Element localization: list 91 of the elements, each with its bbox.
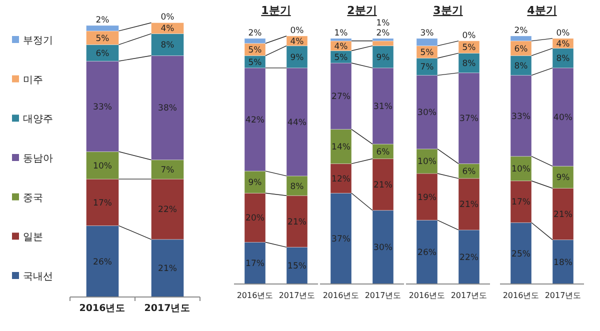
data-label: 2% (514, 26, 528, 36)
data-label: 33% (512, 112, 530, 122)
data-label: 30% (418, 108, 436, 118)
data-label: 30% (374, 243, 392, 254)
data-label: 1% (334, 28, 348, 38)
data-label: 15% (288, 262, 306, 272)
data-label: 17% (93, 198, 112, 208)
data-label: 5% (248, 45, 262, 56)
data-label: 19% (418, 192, 436, 203)
data-label: 8% (556, 54, 570, 64)
data-label: 6% (96, 48, 110, 59)
data-label: 8% (462, 58, 476, 69)
data-label: 21% (374, 180, 392, 191)
data-label: 6% (514, 44, 528, 54)
chart-title: 4분기 (527, 4, 557, 17)
data-label: 3% (420, 28, 434, 38)
data-label: 7% (420, 62, 434, 73)
data-label: 7% (160, 165, 174, 176)
x-tick-label: 2017년도 (364, 291, 402, 300)
data-label: 0% (160, 12, 174, 23)
chart-title: 2분기 (347, 4, 377, 17)
data-label: 10% (93, 161, 112, 172)
data-label: 0% (556, 28, 570, 38)
data-label: 2% (376, 28, 390, 38)
data-label: 22% (460, 252, 478, 263)
data-label: 14% (332, 142, 350, 152)
x-tick-label: 2016년도 (408, 291, 446, 300)
data-label: 18% (554, 258, 572, 268)
legend-label: 대양주 (23, 114, 53, 126)
legend-label: 중국 (23, 192, 43, 204)
data-label: 33% (93, 102, 112, 112)
data-label: 37% (332, 234, 350, 245)
data-label: 0% (462, 30, 476, 41)
data-label: 9% (248, 178, 262, 188)
data-label: 44% (288, 118, 306, 128)
data-label: 4% (160, 24, 174, 34)
x-tick-label: 2016년도 (502, 291, 540, 300)
data-label: 25% (512, 249, 530, 260)
chart-title: 1분기 (261, 4, 291, 17)
data-label: 8% (160, 40, 174, 51)
data-label: 20% (246, 214, 264, 224)
data-label: 8% (290, 182, 304, 192)
data-label: 37% (460, 114, 478, 124)
data-label: 9% (376, 52, 390, 63)
data-label: 5% (420, 48, 434, 58)
x-tick-label: 2017년도 (450, 291, 488, 300)
data-label: 22% (158, 205, 177, 216)
data-label: 21% (554, 210, 572, 220)
data-label: 26% (93, 257, 112, 268)
data-label: 21% (460, 200, 478, 210)
data-label: 4% (290, 36, 304, 47)
data-label: 5% (462, 43, 476, 54)
data-label: 40% (554, 113, 572, 124)
data-label: 27% (332, 92, 350, 102)
legend-label: 부정기 (23, 36, 53, 46)
data-label: 17% (512, 198, 530, 208)
data-label: 21% (158, 264, 177, 274)
data-label: 5% (96, 34, 110, 44)
data-label: 42% (246, 115, 264, 126)
data-label: 31% (374, 102, 392, 112)
legend-label: 미주 (23, 74, 43, 86)
x-tick-label: 2016년도 (322, 291, 360, 300)
x-tick-label: 2016년도 (79, 303, 126, 314)
data-label: 26% (418, 248, 436, 258)
data-label: 12% (332, 174, 350, 184)
data-label: 2% (96, 15, 110, 26)
legend-label: 국내선 (23, 272, 53, 282)
legend-label: 동남아 (23, 154, 53, 164)
data-label: 5% (334, 52, 348, 63)
data-label: 4% (556, 39, 570, 50)
x-tick-label: 2017년도 (278, 291, 316, 300)
x-tick-label: 2016년도 (236, 291, 274, 300)
legend-label: 일본 (23, 232, 43, 244)
data-label: 9% (556, 173, 570, 184)
data-label: 9% (290, 52, 304, 63)
data-label: 5% (248, 58, 262, 68)
data-label: 10% (418, 157, 436, 168)
data-label: 0% (290, 26, 304, 36)
data-label: 38% (158, 104, 177, 114)
data-label: 6% (462, 167, 476, 178)
data-label: 8% (514, 61, 528, 72)
data-label: 21% (288, 217, 306, 228)
data-label: 4% (334, 42, 348, 52)
data-label: 6% (376, 147, 390, 158)
data-label: 17% (246, 259, 264, 270)
data-label: 2% (248, 28, 262, 38)
data-label: 1% (376, 18, 390, 28)
chart-title: 3분기 (433, 4, 463, 17)
x-tick-label: 2017년도 (544, 291, 582, 300)
data-label: 10% (512, 164, 530, 175)
x-tick-label: 2017년도 (144, 303, 191, 314)
